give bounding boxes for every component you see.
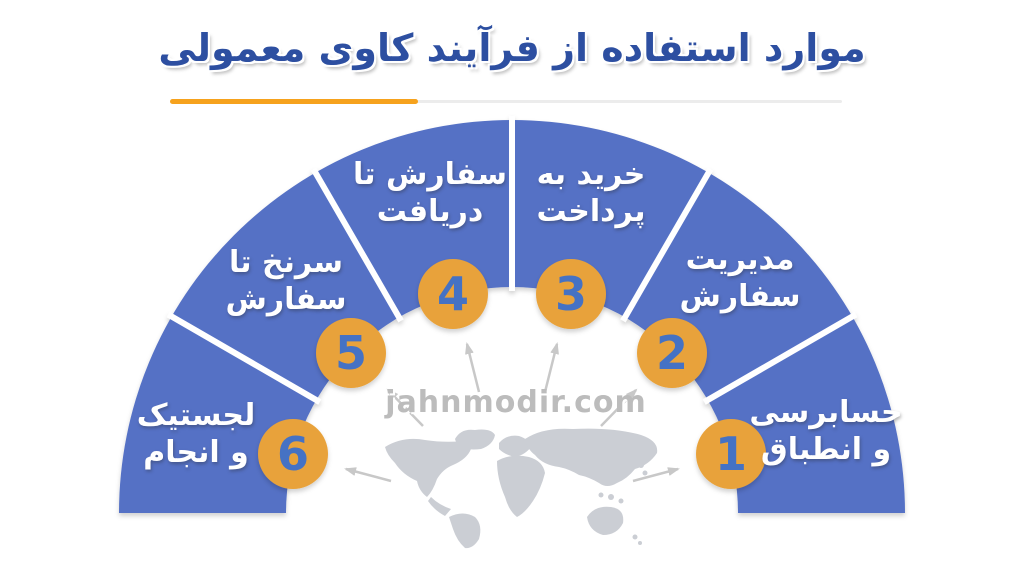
badge-circle-6	[258, 419, 328, 489]
segment-label-5-line-2: سفارش	[225, 282, 346, 317]
segment-divider	[620, 167, 714, 323]
segment-badge-6: 6	[258, 419, 328, 489]
map-asia	[525, 428, 658, 486]
segment-badge-3: 3	[536, 259, 606, 329]
map-new-zealand	[638, 541, 642, 545]
map-new-zealand	[632, 534, 638, 540]
segment-label-6: لجستیک و انجام	[137, 398, 256, 470]
process-ring	[119, 120, 905, 513]
segment-label-2-line-2: سفارش	[679, 279, 800, 314]
segment-divider	[310, 167, 404, 323]
badge-circle-4	[418, 259, 488, 329]
watermark: jahnmodir.com jahnmodir.com	[384, 385, 648, 422]
segment-divider	[702, 311, 858, 405]
badge-number-1: 1	[715, 427, 747, 481]
badge-number-3: 3	[555, 267, 587, 321]
badge-number-4: 4	[437, 267, 469, 321]
center-arrow-3	[543, 342, 559, 393]
segment-label-1-line-2: و انطباق	[761, 432, 891, 467]
center-arrow-6	[344, 467, 392, 483]
segment-label-2-line-1: مدیریت	[686, 242, 795, 277]
page-title: موارد استفاده از فرآیند کاوی معمولی	[158, 26, 866, 70]
segment-badges: 1 2 3 4 5 6	[258, 259, 766, 489]
center-arrow-1	[632, 467, 680, 483]
segment-label-3: خرید به پرداخت	[537, 157, 646, 229]
map-south-america	[449, 513, 481, 549]
map-australia	[587, 506, 624, 535]
segment-label-4-line-1: سفارش تا	[353, 157, 507, 192]
segment-label-6-line-2: و انجام	[143, 435, 249, 470]
segment-label-4: سفارش تا دریافت	[353, 157, 507, 229]
map-north-america	[385, 438, 471, 497]
segment-badge-4: 4	[418, 259, 488, 329]
segment-label-4-line-2: دریافت	[377, 194, 484, 229]
center-arrow-2	[600, 388, 638, 427]
map-island	[598, 492, 604, 498]
world-map	[385, 428, 658, 549]
badge-number-2: 2	[656, 326, 688, 380]
center-arrow-4	[465, 342, 481, 393]
segment-label-1-line-1: حسابرسی	[749, 395, 902, 430]
segment-label-3-line-1: خرید به	[537, 157, 646, 192]
title-underline-orange	[170, 99, 418, 104]
map-africa	[497, 455, 545, 517]
segment-badge-2: 2	[637, 318, 707, 388]
segment-label-3-line-2: پرداخت	[537, 194, 646, 229]
segment-label-2: مدیریت سفارش	[679, 242, 800, 314]
segment-label-6-line-1: لجستیک	[137, 398, 256, 433]
badge-number-6: 6	[277, 427, 309, 481]
segment-label-1: حسابرسی و انطباق	[749, 395, 902, 467]
segment-label-5-line-1: سرنخ تا	[229, 245, 343, 280]
map-japan	[642, 470, 648, 476]
title-underline-gray	[170, 100, 842, 103]
map-europe	[499, 435, 531, 457]
segment-badge-5: 5	[316, 318, 386, 388]
map-island	[618, 498, 624, 504]
center-arrow-5	[386, 388, 424, 427]
badge-circle-1	[696, 419, 766, 489]
segment-divider	[166, 311, 322, 405]
segment-badge-1: 1	[696, 419, 766, 489]
center-arrows	[344, 342, 680, 483]
badge-circle-3	[536, 259, 606, 329]
map-central-america	[428, 497, 451, 516]
badge-circle-2	[637, 318, 707, 388]
watermark-highlight: jahnmodir.com	[386, 387, 648, 422]
badge-circle-5	[316, 318, 386, 388]
segment-labels: حسابرسی و انطباق مدیریت سفارش خرید به پر…	[137, 157, 903, 470]
segment-label-5: سرنخ تا سفارش	[225, 245, 346, 317]
map-japan	[638, 462, 644, 468]
map-island	[608, 494, 614, 500]
watermark-text: jahnmodir.com	[384, 385, 646, 420]
badge-number-5: 5	[335, 326, 367, 380]
